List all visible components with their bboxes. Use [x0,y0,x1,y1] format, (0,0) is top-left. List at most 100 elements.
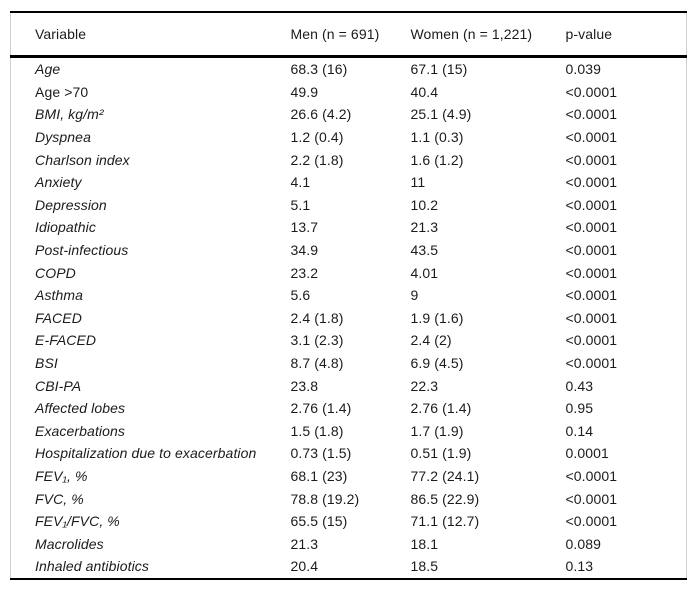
women-value-cell: 25.1 (4.9) [410,106,472,123]
table-row: Macrolides 21.3 18.1 0.089 [11,532,687,555]
variable-cell: FVC, % [35,490,84,507]
men-value-cell: 65.5 (15) [290,513,348,530]
women-value-cell: 86.5 (22.9) [410,490,480,507]
table-row: Charlson index 2.2 (1.8) 1.6 (1.2) <0.00… [11,148,687,171]
men-value-cell: 68.1 (23) [290,467,348,484]
variable-cell: Asthma [35,287,84,304]
variable-cell: BSI [35,355,58,372]
table-row: Hospitalization due to exacerbation 0.73… [11,442,687,465]
men-value-cell: 21.3 [290,535,319,552]
variable-cell: Depression [35,196,107,213]
pvalue-cell: <0.0001 [565,287,618,304]
women-value-cell: 1.7 (1.9) [410,422,464,439]
variable-cell: COPD [35,264,76,281]
women-value-cell: 71.1 (12.7) [410,513,480,530]
pvalue-cell: 0.95 [565,400,594,417]
men-value-cell: 4.1 [290,174,311,191]
women-value-cell: 1.9 (1.6) [410,309,464,326]
pvalue-cell: 0.089 [565,535,602,552]
pvalue-cell: <0.0001 [565,196,618,213]
men-value-cell: 34.9 [290,242,319,259]
pvalue-cell: 0.14 [565,422,594,439]
women-value-cell: 2.76 (1.4) [410,400,472,417]
table-row: Asthma 5.6 9 <0.0001 [11,284,687,307]
women-value-cell: 1.1 (0.3) [410,129,464,146]
men-value-cell: 68.3 (16) [290,61,348,78]
pvalue-cell: <0.0001 [565,151,618,168]
pvalue-cell: <0.0001 [565,174,618,191]
column-header-women: Women (n = 1,221) [410,26,533,42]
men-value-cell: 5.1 [290,196,311,213]
women-value-cell: 0.51 (1.9) [410,445,472,462]
women-value-cell: 2.4 (2) [410,332,452,349]
men-value-cell: 49.9 [290,83,319,100]
variable-cell: Age >70 [35,83,89,100]
pvalue-cell: <0.0001 [565,513,618,530]
women-value-cell: 77.2 (24.1) [410,467,480,484]
pvalue-cell: <0.0001 [565,467,618,484]
variable-cell: Age [35,61,61,78]
men-value-cell: 5.6 [290,287,311,304]
variable-cell: BMI, kg/m² [35,106,104,123]
men-value-cell: 2.76 (1.4) [290,400,352,417]
variable-cell: E-FACED [35,332,97,349]
table-row: Post-infectious 34.9 43.5 <0.0001 [11,239,687,262]
pvalue-cell: 0.13 [565,558,594,575]
men-value-cell: 0.73 (1.5) [290,445,352,462]
variable-cell: FACED [35,309,82,326]
pvalue-cell: <0.0001 [565,242,618,259]
table-row: Dyspnea 1.2 (0.4) 1.1 (0.3) <0.0001 [11,126,687,149]
table-row: Exacerbations 1.5 (1.8) 1.7 (1.9) 0.14 [11,420,687,443]
table-row: Inhaled antibiotics 20.4 18.5 0.13 [11,555,687,579]
table-row: Age >70 49.9 40.4 <0.0001 [11,81,687,104]
variable-cell: Anxiety [35,174,82,191]
variable-cell: FEV₁, % [35,467,88,484]
pvalue-cell: <0.0001 [565,83,618,100]
men-value-cell: 8.7 (4.8) [290,355,344,372]
variable-cell: FEV₁/FVC, % [35,513,120,530]
table-row: FVC, % 78.8 (19.2) 86.5 (22.9) <0.0001 [11,487,687,510]
table-row: Age 68.3 (16) 67.1 (15) 0.039 [11,57,687,81]
men-value-cell: 1.5 (1.8) [290,422,344,439]
table-row: BSI 8.7 (4.8) 6.9 (4.5) <0.0001 [11,352,687,375]
sex-comparison-table: Variable Men (n = 691) Women (n = 1,221)… [10,11,687,580]
variable-cell: Affected lobes [35,400,126,417]
pvalue-cell: 0.0001 [565,445,609,462]
men-value-cell: 20.4 [290,558,319,575]
pvalue-cell: <0.0001 [565,129,618,146]
table-row: Depression 5.1 10.2 <0.0001 [11,194,687,217]
variable-cell: Hospitalization due to exacerbation [35,445,257,462]
header-row: Variable Men (n = 691) Women (n = 1,221)… [10,12,687,57]
men-value-cell: 1.2 (0.4) [290,129,344,146]
table-row: Affected lobes 2.76 (1.4) 2.76 (1.4) 0.9… [11,397,687,420]
men-value-cell: 3.1 (2.3) [290,332,344,349]
variable-cell: Charlson index [35,151,130,168]
pvalue-cell: <0.0001 [565,219,618,236]
women-value-cell: 9 [410,287,419,304]
men-value-cell: 2.2 (1.8) [290,151,344,168]
women-value-cell: 40.4 [410,83,439,100]
pvalue-cell: 0.039 [565,61,602,78]
pvalue-cell: 0.43 [565,377,594,394]
men-value-cell: 23.2 [290,264,319,281]
men-value-cell: 2.4 (1.8) [290,309,344,326]
men-value-cell: 23.8 [290,377,319,394]
women-value-cell: 43.5 [410,242,439,259]
table-row: BMI, kg/m² 26.6 (4.2) 25.1 (4.9) <0.0001 [11,103,687,126]
women-value-cell: 10.2 [410,196,439,213]
table-row: Anxiety 4.1 11 <0.0001 [11,171,687,194]
women-value-cell: 67.1 (15) [410,61,468,78]
variable-cell: Exacerbations [35,422,126,439]
men-value-cell: 13.7 [290,219,319,236]
variable-cell: Inhaled antibiotics [35,558,149,575]
table-row: E-FACED 3.1 (2.3) 2.4 (2) <0.0001 [11,329,687,352]
table-row: FEV₁, % 68.1 (23) 77.2 (24.1) <0.0001 [11,465,687,488]
table-row: CBI-PA 23.8 22.3 0.43 [11,374,687,397]
pvalue-cell: <0.0001 [565,106,618,123]
pvalue-cell: <0.0001 [565,264,618,281]
table-row: COPD 23.2 4.01 <0.0001 [11,261,687,284]
men-value-cell: 78.8 (19.2) [290,490,360,507]
women-value-cell: 4.01 [410,264,439,281]
pvalue-cell: <0.0001 [565,355,618,372]
